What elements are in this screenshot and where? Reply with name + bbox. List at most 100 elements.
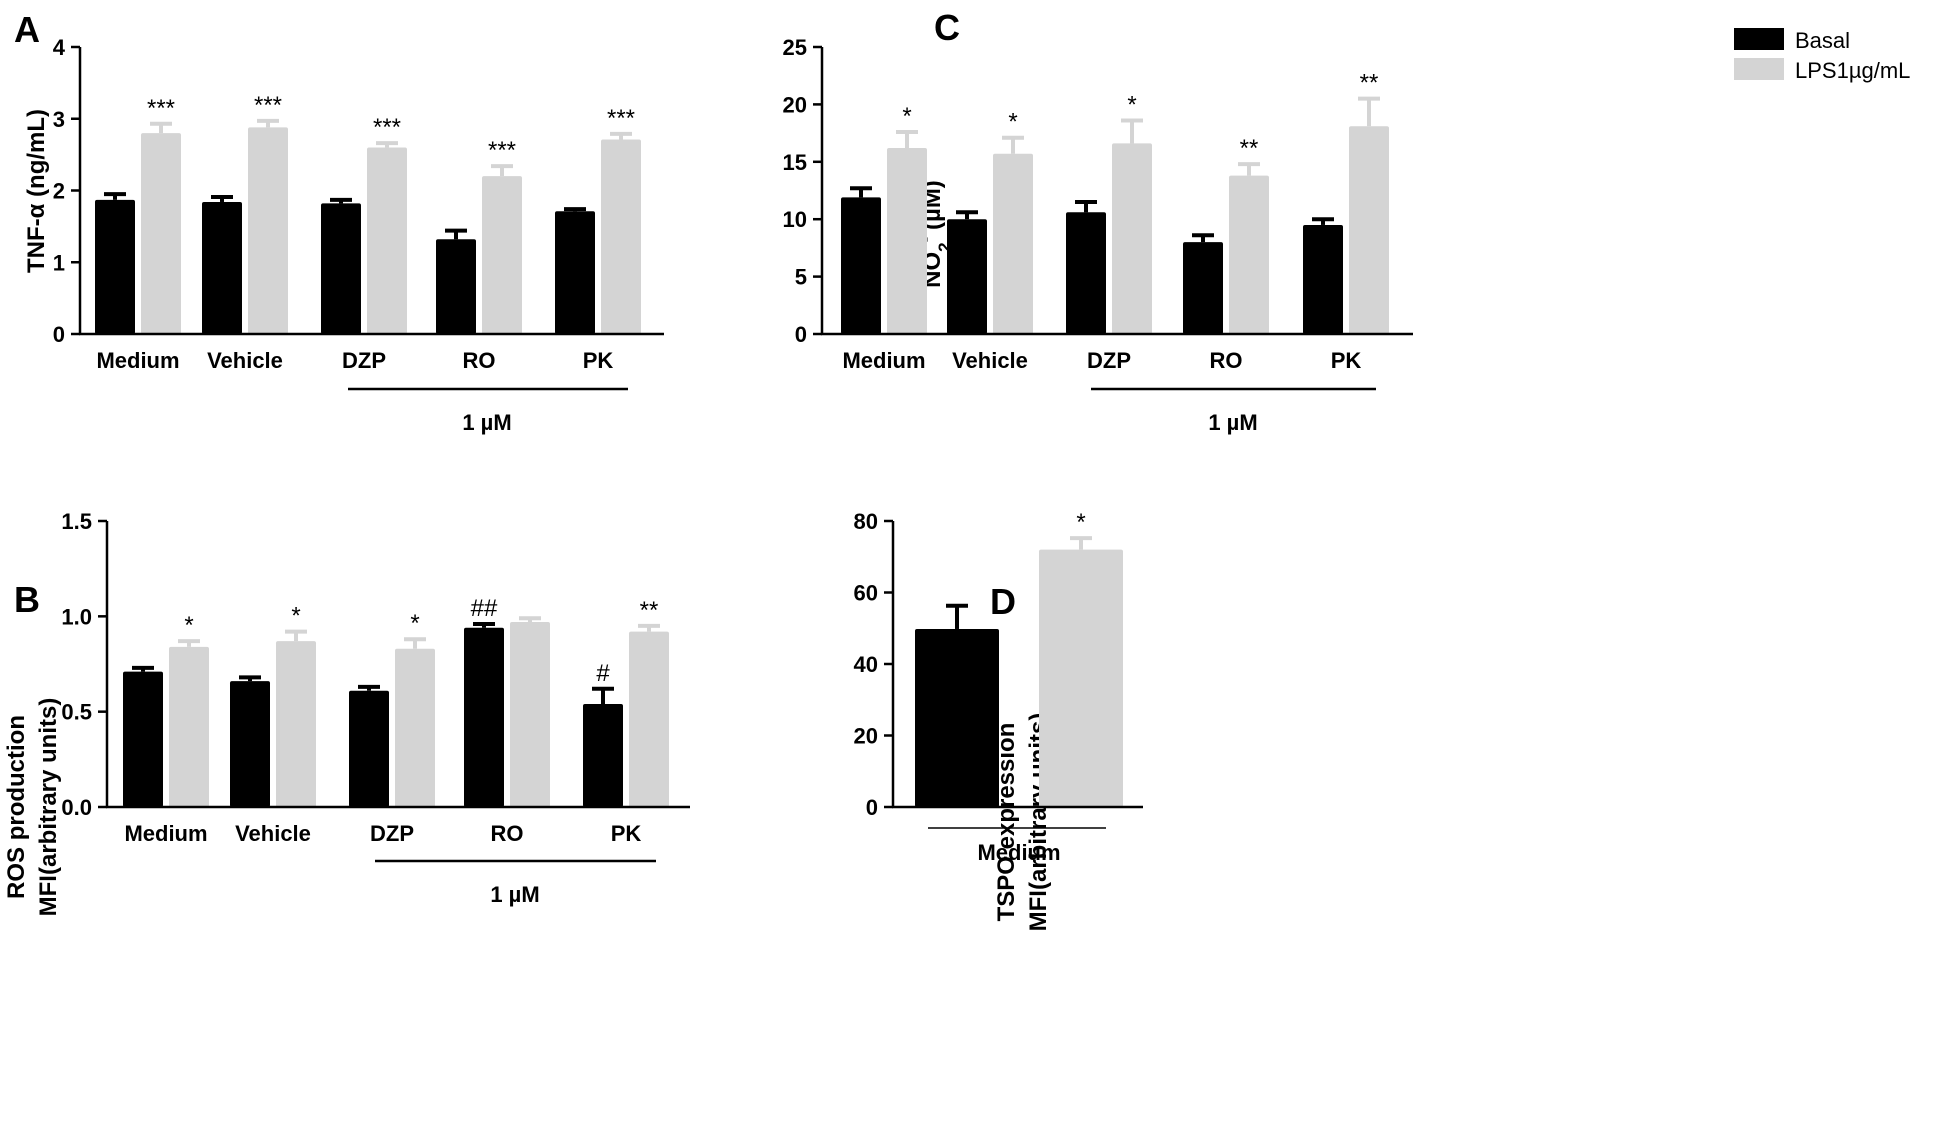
bar-b-lps-pk	[629, 631, 669, 807]
significance-b-0-4: #	[596, 660, 610, 687]
panel-letter-c: C	[934, 7, 960, 48]
bar-a-lps-vehicle	[248, 127, 288, 334]
y-tick-label-a-1: 1	[53, 250, 65, 275]
y-tick-label-d-1: 20	[854, 724, 878, 749]
significance-a-1-4: ***	[607, 105, 635, 132]
panel-c: C NO2- (µM) *******0510152025MediumVehic…	[783, 7, 1413, 435]
bar-b-lps-medium	[169, 646, 209, 807]
legend: Basal LPS1µg/mL	[1734, 28, 1910, 83]
y-tick-label-b-3: 1.5	[61, 509, 92, 534]
y-tick-label-c-1: 5	[795, 265, 807, 290]
bar-c-lps-pk	[1349, 126, 1389, 334]
panel-b: B ROS production MFI(arbitrary units) ##…	[3, 509, 690, 916]
bar-a-basal-dzp	[321, 203, 361, 334]
significance-b-1-2: *	[410, 610, 419, 637]
bar-c-lps-ro	[1229, 175, 1269, 334]
y-tick-label-c-3: 15	[783, 150, 807, 175]
x-category-a-ro: RO	[463, 348, 496, 373]
significance-c-1-2: *	[1127, 91, 1136, 118]
bar-c-lps-medium	[887, 148, 927, 334]
bar-b-basal-dzp	[349, 690, 389, 807]
significance-c-1-4: **	[1360, 70, 1379, 97]
bar-d-lps-medium	[1039, 549, 1123, 807]
x-category-b-vehicle: Vehicle	[235, 821, 311, 846]
significance-b-1-4: **	[640, 597, 659, 624]
x-category-d-medium: Medium	[977, 840, 1060, 865]
bracket-label-b: 1 µM	[490, 882, 539, 907]
panel-letter-b: B	[14, 579, 40, 620]
bar-c-basal-pk	[1303, 224, 1343, 334]
significance-a-1-2: ***	[373, 114, 401, 141]
significance-d-1-0: *	[1076, 509, 1085, 536]
legend-swatch-lps	[1734, 58, 1784, 80]
x-category-a-vehicle: Vehicle	[207, 348, 283, 373]
y-tick-label-a-3: 3	[53, 107, 65, 132]
bar-a-basal-ro	[436, 239, 476, 334]
legend-label-basal: Basal	[1795, 28, 1850, 53]
x-category-c-medium: Medium	[842, 348, 925, 373]
bar-a-basal-pk	[555, 211, 595, 334]
x-category-c-dzp: DZP	[1087, 348, 1131, 373]
y-tick-label-d-3: 60	[854, 581, 878, 606]
significance-a-1-3: ***	[488, 137, 516, 164]
significance-c-1-3: **	[1240, 135, 1259, 162]
y-tick-label-b-1: 0.5	[61, 700, 92, 725]
x-category-a-medium: Medium	[96, 348, 179, 373]
y-tick-label-c-0: 0	[795, 322, 807, 347]
y-tick-label-b-2: 1.0	[61, 604, 92, 629]
y-tick-label-c-4: 20	[783, 92, 807, 117]
x-category-b-ro: RO	[491, 821, 524, 846]
bar-c-lps-dzp	[1112, 143, 1152, 334]
bar-a-basal-vehicle	[202, 201, 242, 334]
panel-letter-a: A	[14, 9, 40, 50]
y-tick-label-c-5: 25	[783, 35, 807, 60]
x-category-c-vehicle: Vehicle	[952, 348, 1028, 373]
significance-c-1-0: *	[902, 103, 911, 130]
bar-b-basal-pk	[583, 704, 623, 807]
y-tick-label-d-2: 40	[854, 652, 878, 677]
y-axis-label-a: TNF-α (ng/mL)	[23, 109, 50, 273]
bar-b-basal-medium	[123, 671, 163, 807]
x-category-a-dzp: DZP	[342, 348, 386, 373]
bracket-label-a: 1 µM	[462, 410, 511, 435]
bar-b-lps-dzp	[395, 648, 435, 807]
bar-a-lps-medium	[141, 133, 181, 334]
bar-c-basal-dzp	[1066, 212, 1106, 334]
bar-c-basal-medium	[841, 197, 881, 334]
y-axis-label-b-line1: ROS production	[3, 715, 30, 899]
panel-a: A TNF-α (ng/mL) *** *** *** *** *** 0 1 2 3 4 Medi…	[14, 9, 664, 435]
y-tick-label-b-0: 0.0	[61, 795, 92, 820]
bar-b-basal-ro	[464, 627, 504, 807]
significance-a-1-1: ***	[254, 92, 282, 119]
bar-a-lps-pk	[601, 139, 641, 334]
x-category-c-pk: PK	[1331, 348, 1362, 373]
x-category-b-medium: Medium	[124, 821, 207, 846]
y-tick-label-d-0: 0	[866, 795, 878, 820]
y-tick-label-a-0: 0	[53, 322, 65, 347]
panel-letter-d: D	[990, 581, 1016, 622]
significance-c-1-1: *	[1008, 109, 1017, 136]
significance-a-1-0: ***	[147, 95, 175, 122]
bar-a-lps-dzp	[367, 147, 407, 334]
significance-b-1-0: *	[184, 612, 193, 639]
bar-c-basal-vehicle	[947, 219, 987, 334]
bar-b-lps-ro	[510, 622, 550, 807]
x-category-b-pk: PK	[611, 821, 642, 846]
bar-c-lps-vehicle	[993, 153, 1033, 334]
bar-a-basal-medium	[95, 199, 135, 334]
bar-b-lps-vehicle	[276, 641, 316, 807]
y-axis-label-b-line2: MFI(arbitrary units)	[35, 698, 62, 917]
bar-a-lps-ro	[482, 176, 522, 334]
significance-b-1-1: *	[291, 603, 300, 630]
y-tick-label-c-2: 10	[783, 207, 807, 232]
legend-label-lps: LPS1µg/mL	[1795, 58, 1910, 83]
significance-b-0-3: ##	[471, 595, 498, 622]
y-tick-label-a-4: 4	[53, 35, 66, 60]
legend-swatch-basal	[1734, 28, 1784, 50]
bar-d-basal-medium	[915, 628, 999, 807]
bracket-label-c: 1 µM	[1208, 410, 1257, 435]
y-tick-label-d-4: 80	[854, 509, 878, 534]
x-category-c-ro: RO	[1210, 348, 1243, 373]
x-category-b-dzp: DZP	[370, 821, 414, 846]
